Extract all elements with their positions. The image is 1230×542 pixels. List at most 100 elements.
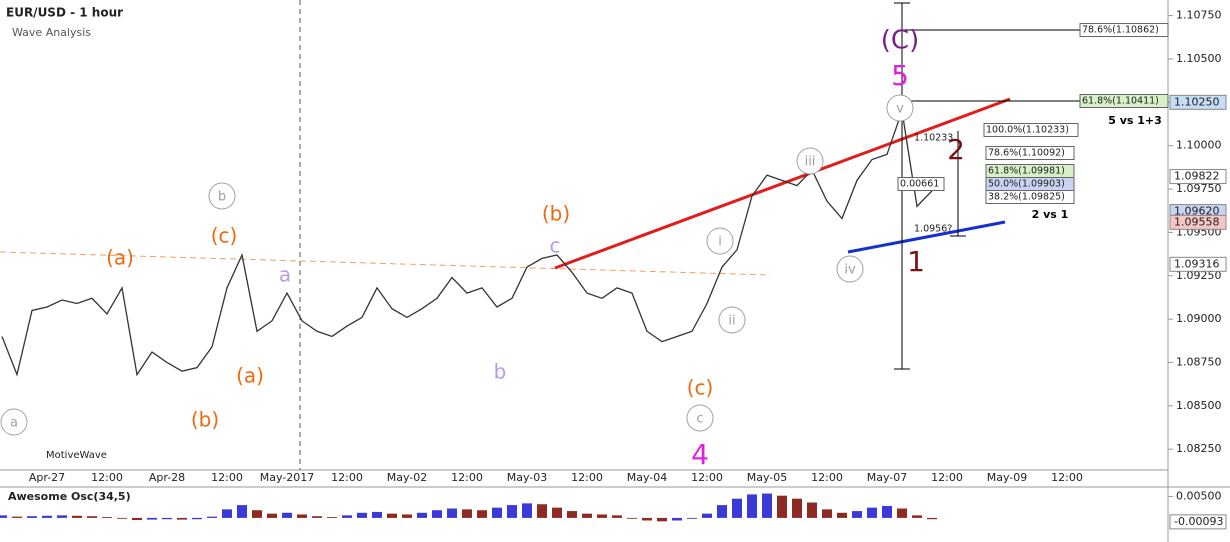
price-tag xyxy=(1169,256,1227,272)
ao-bar xyxy=(537,504,547,518)
wave-label: c xyxy=(696,412,703,427)
x-tick-label: May-05 xyxy=(747,471,788,484)
watermark: MotiveWave xyxy=(46,450,107,461)
ao-bar xyxy=(192,517,202,520)
x-tick-label: 12:00 xyxy=(931,471,963,484)
trend-line xyxy=(0,251,771,276)
fib-box xyxy=(985,146,1075,160)
ao-bar xyxy=(372,511,382,518)
wave-circle xyxy=(796,147,824,175)
wave-label: a xyxy=(279,263,291,287)
x-tick-label: May-2017 xyxy=(260,471,315,484)
fib-label: 1.0956? xyxy=(914,224,952,235)
ao-bar xyxy=(777,495,787,518)
ao-bar xyxy=(12,516,22,518)
ao-bar xyxy=(507,505,517,518)
price-tag-label: 1.09558 xyxy=(1174,215,1220,228)
fib-box xyxy=(1079,94,1169,108)
wave-label: b xyxy=(494,360,507,384)
wave-label: iv xyxy=(844,263,856,278)
price-tag-label: -0.00093 xyxy=(1174,515,1223,528)
ao-bar xyxy=(912,515,922,518)
x-tick-label: 12:00 xyxy=(211,471,243,484)
wave-label: (c) xyxy=(687,376,714,400)
ao-bar xyxy=(492,507,502,518)
fib-box xyxy=(985,190,1075,204)
ao-bar xyxy=(432,510,442,518)
wave-label: c xyxy=(550,234,561,258)
wave-label: a xyxy=(10,416,18,431)
y-tick-label: 1.08500 xyxy=(1176,399,1222,412)
ao-bar xyxy=(897,508,907,518)
ao-bar xyxy=(117,517,127,519)
wave-label: b xyxy=(218,190,226,205)
wave-circle xyxy=(836,255,864,283)
ao-bar xyxy=(417,512,427,518)
wave-circle xyxy=(686,404,714,432)
price-tag xyxy=(1169,214,1227,230)
ao-bar xyxy=(747,494,757,518)
wave-label: ii xyxy=(728,314,735,329)
ao-bar xyxy=(72,515,82,518)
wave-label: 5 xyxy=(891,59,909,92)
ao-bar xyxy=(627,517,637,519)
wave-label: (C) xyxy=(881,26,919,56)
wave-label: 4 xyxy=(691,438,709,471)
ao-bar xyxy=(792,498,802,518)
price-tag-label: 1.09620 xyxy=(1174,205,1220,218)
ao-bar xyxy=(552,507,562,518)
ao-bar xyxy=(327,517,337,518)
wave-label: 2 xyxy=(947,133,965,166)
ao-bar xyxy=(357,512,367,518)
fib-label: 78.6%(1.10862) xyxy=(1082,25,1159,36)
fib-label: 50.0%(1.09903) xyxy=(988,179,1065,190)
wave-label: (c) xyxy=(211,224,238,248)
x-tick-label: 12:00 xyxy=(451,471,483,484)
x-tick-label: May-02 xyxy=(387,471,428,484)
ao-bar xyxy=(597,514,607,518)
ao-bar xyxy=(582,513,592,518)
ao-bar xyxy=(297,514,307,518)
x-tick-label: 12:00 xyxy=(691,471,723,484)
ao-bar xyxy=(207,516,217,518)
ao-bar xyxy=(807,502,817,518)
wave-circle xyxy=(0,408,28,436)
ao-bar xyxy=(57,515,67,518)
ao-bar xyxy=(642,517,652,521)
wave-label: 5 vs 1+3 xyxy=(1108,114,1162,127)
fib-box xyxy=(897,177,945,191)
y-tick-label: 1.09750 xyxy=(1176,182,1222,195)
y-tick-label: 1.08750 xyxy=(1176,355,1222,368)
ao-bar xyxy=(702,513,712,518)
ao-bar xyxy=(717,505,727,518)
price-tag xyxy=(1169,169,1227,185)
ao-bar xyxy=(342,515,352,518)
ao-bar xyxy=(387,513,397,518)
fib-label: 0.00661 xyxy=(900,179,939,190)
price-tag-label: 1.10250 xyxy=(1174,95,1220,108)
ao-bar xyxy=(522,503,532,518)
ao-bar xyxy=(567,511,577,518)
ao-bar xyxy=(837,512,847,518)
price-tag xyxy=(1169,94,1227,110)
ao-bar xyxy=(87,516,97,518)
fib-label: 78.6%(1.10092) xyxy=(988,148,1065,159)
wave-label: (b) xyxy=(542,202,570,226)
wave-label: 1 xyxy=(907,245,925,278)
fib-label: 38.2%(1.09825) xyxy=(988,192,1065,203)
wave-label: (a) xyxy=(236,364,264,388)
ao-bar xyxy=(162,517,172,520)
y-tick-label: 1.10750 xyxy=(1176,9,1222,22)
wave-circle xyxy=(208,182,236,210)
ao-bar xyxy=(612,515,622,518)
wave-label: iii xyxy=(805,155,816,170)
ao-bar xyxy=(252,510,262,518)
y-tick-label: 1.10000 xyxy=(1176,139,1222,152)
fib-label: 100.0%(1.10233) xyxy=(986,125,1069,136)
x-tick-label: 12:00 xyxy=(811,471,843,484)
ao-bar xyxy=(177,517,187,520)
trend-line xyxy=(554,97,1011,270)
x-tick-label: Apr-28 xyxy=(149,471,185,484)
